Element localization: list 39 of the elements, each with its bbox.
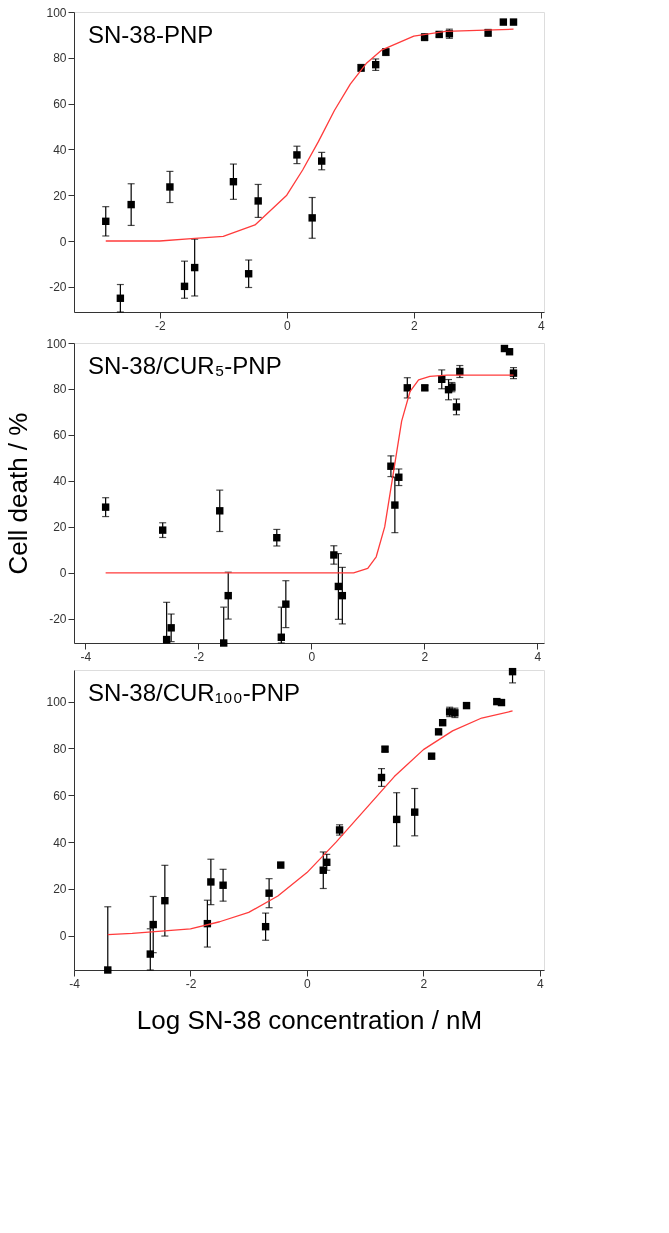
y-tick-label: 20 <box>53 520 67 535</box>
x-tick-label: -2 <box>154 318 166 333</box>
y-tick-label: 40 <box>53 835 67 850</box>
y-tick-label: 40 <box>53 142 67 157</box>
x-tick-label: -2 <box>185 976 197 991</box>
x-tick-label: -2 <box>193 649 205 664</box>
y-axis-title: Cell death / % <box>3 412 34 575</box>
y-tick-label: 80 <box>53 51 67 66</box>
x-axis-title: Log SN-38 concentration / nM <box>136 1004 483 1035</box>
x-tick-label: 2 <box>410 318 418 333</box>
x-tick-label: 4 <box>534 649 542 664</box>
y-tick-label: 0 <box>59 566 67 581</box>
y-tick-label: 100 <box>46 5 67 20</box>
x-tick-label: 4 <box>537 976 545 991</box>
y-tick-label: 100 <box>46 695 67 710</box>
chart-title: SN-38/CUR₁₀₀-PNP <box>88 679 301 706</box>
chart-title: SN-38/CUR₅-PNP <box>88 352 282 379</box>
y-tick-label: -20 <box>49 612 67 627</box>
x-tick-label: 0 <box>283 318 291 333</box>
y-tick-label: 100 <box>46 336 67 351</box>
y-tick-label: 80 <box>53 382 67 397</box>
chart-title: SN-38-PNP <box>88 21 214 48</box>
y-tick-label: 60 <box>53 788 67 803</box>
y-tick-label: 60 <box>53 97 67 112</box>
y-tick-label: 0 <box>59 929 67 944</box>
y-tick-label: 80 <box>53 741 67 756</box>
x-tick-label: -4 <box>80 649 92 664</box>
x-tick-label: 0 <box>308 649 316 664</box>
x-tick-label: 2 <box>421 649 429 664</box>
y-tick-label: -20 <box>49 280 67 295</box>
x-tick-label: -4 <box>69 976 81 991</box>
x-tick-label: 4 <box>537 318 545 333</box>
y-tick-label: 40 <box>53 474 67 489</box>
y-tick-label: 20 <box>53 882 67 897</box>
y-tick-label: 0 <box>59 234 67 249</box>
x-tick-label: 0 <box>304 976 312 991</box>
y-tick-label: 20 <box>53 188 67 203</box>
y-tick-label: 60 <box>53 428 67 443</box>
x-tick-label: 2 <box>420 976 428 991</box>
